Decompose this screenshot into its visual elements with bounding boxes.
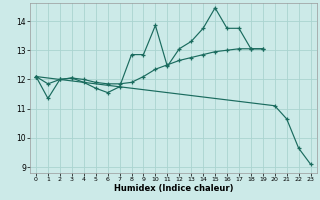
X-axis label: Humidex (Indice chaleur): Humidex (Indice chaleur) — [114, 184, 233, 193]
